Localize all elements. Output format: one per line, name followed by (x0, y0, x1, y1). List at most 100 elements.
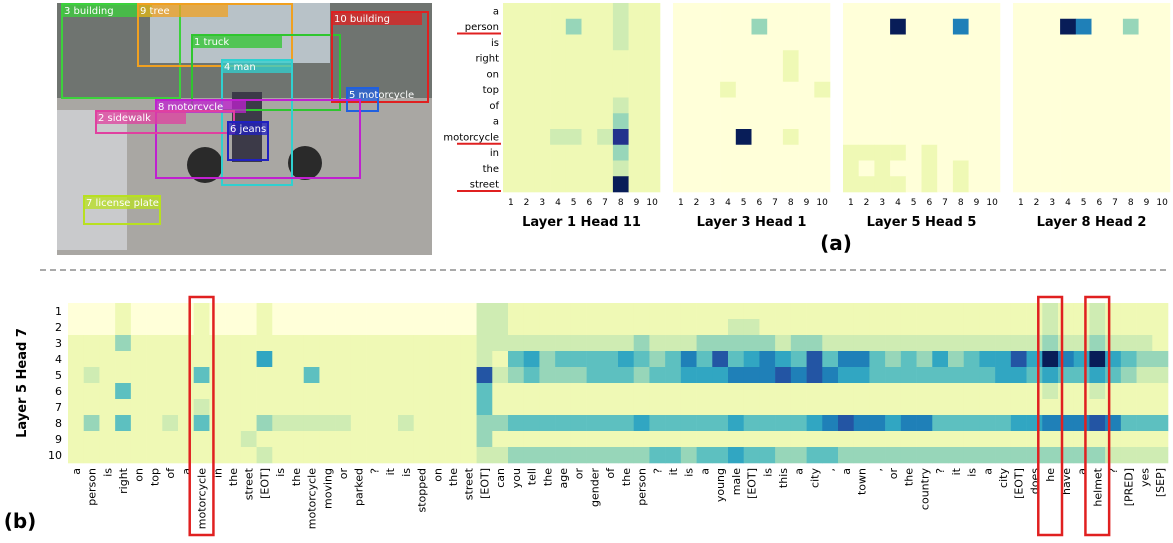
heatmap-cell (508, 367, 525, 384)
heatmap-cell (843, 34, 859, 51)
heatmap-cell (1010, 351, 1027, 368)
heatmap-cell (1122, 176, 1139, 193)
heatmap-cell (534, 160, 551, 177)
heatmap-cell (916, 383, 933, 400)
heatmap-cell (492, 367, 509, 384)
heatmap-cell (1044, 97, 1061, 114)
heatmap-cell (874, 97, 891, 114)
row-label: motorcycle (443, 132, 499, 143)
y-axis-label: Layer 5 Head 7 (15, 328, 30, 438)
heatmap-cell (335, 319, 352, 336)
heatmap-cell (1073, 335, 1090, 352)
heatmap-cell (704, 129, 721, 146)
heatmap-cell (602, 447, 619, 464)
heatmap-cell (586, 351, 603, 368)
heatmap-cell (665, 367, 682, 384)
heatmap-cell (720, 81, 737, 98)
heatmap-cell (272, 399, 289, 416)
heatmap-cell (814, 129, 831, 146)
column-label: gender (588, 468, 601, 507)
heatmap-cell (822, 431, 839, 448)
heatmap-cell (518, 144, 535, 161)
column-label: person (636, 468, 649, 506)
heatmap-cell (1013, 66, 1029, 83)
heatmap-cell (1122, 34, 1139, 51)
heatmap-cell (798, 50, 815, 67)
heatmap-cell (335, 383, 352, 400)
heatmap-cell (790, 447, 807, 464)
heatmap-cell (1136, 335, 1153, 352)
heatmap-cell (565, 144, 582, 161)
heatmap-cell (503, 66, 519, 83)
heatmap-cell (1136, 447, 1153, 464)
heatmap-cell (916, 431, 933, 448)
heatmap-cell (288, 447, 305, 464)
heatmap-cell (476, 383, 493, 400)
heatmap-cell (503, 18, 519, 35)
heatmap-cell (712, 351, 729, 368)
heatmap-cell (503, 144, 519, 161)
heatmap-cell (775, 335, 792, 352)
heatmap-cell (979, 415, 996, 432)
heatmap-cell (1028, 129, 1045, 146)
heatmap-cell (869, 351, 886, 368)
heatmap-cell (628, 81, 645, 98)
heatmap-cell (858, 160, 875, 177)
heatmap-cell (704, 81, 721, 98)
heatmap-cell (995, 447, 1012, 464)
heatmap-cell (767, 113, 784, 130)
heatmap-cell (398, 335, 415, 352)
heatmap-cell (445, 431, 462, 448)
heatmap-cell (633, 383, 650, 400)
heatmap-cell (335, 431, 352, 448)
heatmap-cell (1075, 97, 1092, 114)
heatmap-cell (822, 303, 839, 320)
column-label: the (227, 468, 240, 486)
heatmap-cell (1073, 399, 1090, 416)
heatmap-cell (952, 34, 969, 51)
row-label: 2 (55, 321, 62, 334)
heatmap-cell (712, 303, 729, 320)
heatmap-cell (649, 399, 666, 416)
row-label: top (483, 85, 499, 96)
heatmap-cell (460, 447, 477, 464)
heatmap-cell (767, 97, 784, 114)
heatmap-cell (743, 399, 760, 416)
heatmap-cell (1042, 383, 1059, 400)
heatmap-cell (1042, 351, 1059, 368)
heatmap-cell (1091, 34, 1108, 51)
heatmap-cell (1060, 3, 1077, 20)
heatmap-cell (209, 383, 226, 400)
heatmap-cell (843, 160, 859, 177)
heatmap-cell (858, 34, 875, 51)
heatmap-cell (1073, 447, 1090, 464)
heatmap-cell (429, 303, 446, 320)
photo-wheel (187, 147, 223, 183)
heatmap-cell (767, 160, 784, 177)
column-label: town (856, 468, 869, 495)
heatmap-cell (1075, 113, 1092, 130)
heatmap-cell (612, 81, 629, 98)
heatmap-cell (1058, 383, 1075, 400)
heatmap-cell (874, 129, 891, 146)
column-label: he (1044, 468, 1057, 482)
heatmap-cell (806, 447, 823, 464)
heatmap-cell (618, 399, 635, 416)
heatmap-cell (555, 431, 572, 448)
heatmap-cell (968, 66, 985, 83)
heatmap-cell (1089, 367, 1106, 384)
heatmap-cell (518, 34, 535, 51)
heatmap-cell (350, 319, 367, 336)
box-label: 3 building (64, 6, 114, 17)
heatmap-cell (429, 415, 446, 432)
heatmap-cell (1058, 415, 1075, 432)
heatmap-cell (503, 97, 519, 114)
column-label: 2 (524, 198, 530, 208)
heatmap-cell (1120, 351, 1137, 368)
heatmap-cell (115, 399, 132, 416)
heatmap-cell (890, 18, 907, 35)
heatmap-cell (398, 351, 415, 368)
photo-car (57, 110, 127, 250)
heatmap-cell (869, 399, 886, 416)
